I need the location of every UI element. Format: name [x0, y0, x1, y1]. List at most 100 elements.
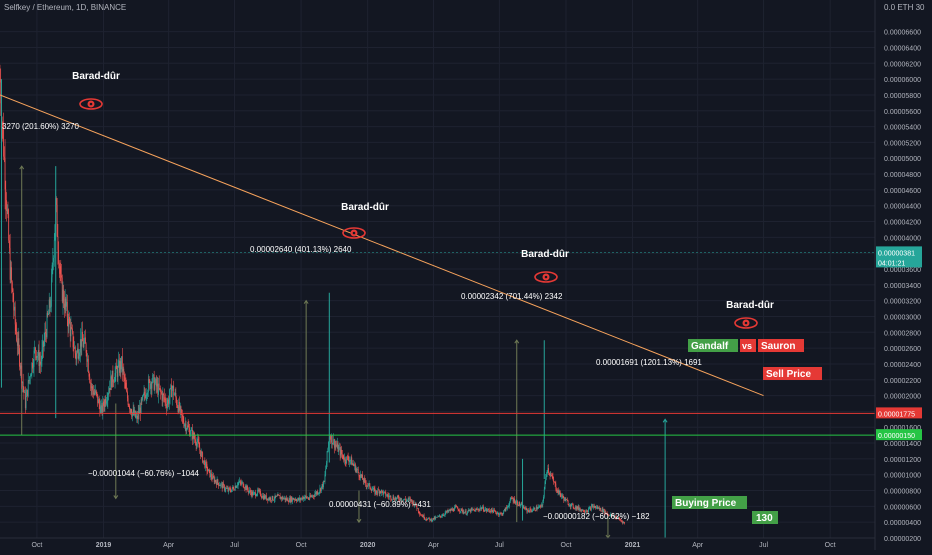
candle-body [8, 210, 9, 215]
candle-body [28, 380, 29, 396]
candle-body [424, 515, 425, 518]
candle-body [315, 492, 316, 494]
candle-body [257, 494, 258, 495]
candle-body [469, 510, 470, 511]
candle-body [482, 507, 483, 509]
candle-body [456, 507, 457, 508]
candle-body [474, 510, 475, 511]
candle-body [123, 369, 124, 375]
candle-body [337, 443, 338, 446]
candle-body [287, 499, 288, 500]
candle-body [550, 475, 551, 476]
candle-body [172, 388, 173, 397]
candle-body [284, 498, 285, 499]
candle-body [431, 519, 432, 521]
candle-body [4, 157, 5, 159]
candle-body [61, 275, 62, 277]
candle-body [327, 451, 328, 463]
price-axis-tick-label: 0.00000800 [884, 489, 921, 496]
candle-body [147, 392, 148, 395]
candle-body [76, 353, 77, 360]
candle-body [203, 460, 204, 462]
candle-body [109, 388, 110, 393]
candle-body [92, 386, 93, 388]
candle-body [528, 510, 529, 511]
candle-body [302, 498, 303, 500]
candle-body [348, 460, 349, 462]
candle-body [197, 439, 198, 442]
time-axis-tick-label: Jul [230, 542, 239, 549]
candle-body [464, 512, 465, 513]
price-axis-tick-label: 0.00004200 [884, 220, 921, 227]
candle-body [477, 509, 478, 510]
candle-body [204, 461, 205, 468]
candle-body [322, 484, 323, 487]
candle-body [94, 393, 95, 395]
candle-body [274, 499, 275, 500]
candle-body [365, 480, 366, 483]
candle-body [223, 484, 224, 485]
price-axis-tick-label: 0.00001200 [884, 457, 921, 464]
candle-body [258, 490, 259, 491]
candle-body [57, 236, 58, 250]
candle-body [592, 506, 593, 508]
candle-body [154, 375, 155, 390]
candle-body [544, 489, 545, 497]
candle-body [119, 361, 120, 373]
candle-body [225, 488, 226, 490]
candle-body [466, 511, 467, 515]
candle-body [261, 496, 262, 497]
candle-body [389, 496, 390, 497]
candle-body [366, 483, 367, 486]
candle-body [555, 484, 556, 490]
candle-body [477, 509, 478, 510]
candle-body [460, 511, 461, 512]
candle-body [207, 471, 208, 472]
candle-body [338, 448, 339, 452]
candle-body [36, 351, 37, 358]
candle-body [495, 511, 496, 512]
candle-body [136, 417, 137, 418]
candle-body [525, 507, 526, 509]
eye-pupil [745, 322, 748, 325]
price-axis-tick-label: 0.00003400 [884, 283, 921, 290]
candle-body [513, 499, 514, 501]
candle-body [550, 474, 551, 476]
price-axis-tick-label: 0.00005400 [884, 125, 921, 132]
candle-body [67, 302, 68, 319]
candle-body [597, 507, 598, 508]
candle-body [436, 517, 437, 518]
candle-body [440, 516, 441, 517]
candle-body [266, 495, 267, 499]
measure-label-1: 3270 (201.60%) 3270 [2, 122, 80, 131]
candle-body [421, 515, 422, 516]
candle-body [83, 341, 84, 347]
candle-body [171, 385, 172, 397]
time-axis-tick-label: Oct [561, 542, 572, 549]
candle-body [79, 352, 80, 356]
candle-body [552, 476, 553, 477]
measure-label-3: 0.00002342 (701.44%) 2342 [461, 292, 563, 301]
candle-body [130, 409, 131, 410]
candle-body [556, 489, 557, 491]
candle-body [299, 498, 300, 500]
candle-body [598, 507, 599, 508]
candle-body [383, 492, 384, 495]
price-axis-tick-label: 0.00002800 [884, 330, 921, 337]
candle-body [5, 158, 6, 189]
candle-body [441, 516, 442, 517]
candle-body [511, 498, 512, 499]
candle-body [199, 442, 200, 447]
candle-body [320, 488, 321, 491]
candle-body [343, 459, 344, 461]
candle-body [313, 495, 314, 496]
candle-body [317, 492, 318, 494]
candle-body [230, 489, 231, 491]
candle-body [168, 400, 169, 405]
candle-body [144, 392, 145, 395]
candle-body [451, 509, 452, 510]
candle-body [455, 506, 456, 507]
candle-body [495, 511, 496, 513]
candle-body [53, 258, 54, 262]
candle-body [453, 509, 454, 511]
